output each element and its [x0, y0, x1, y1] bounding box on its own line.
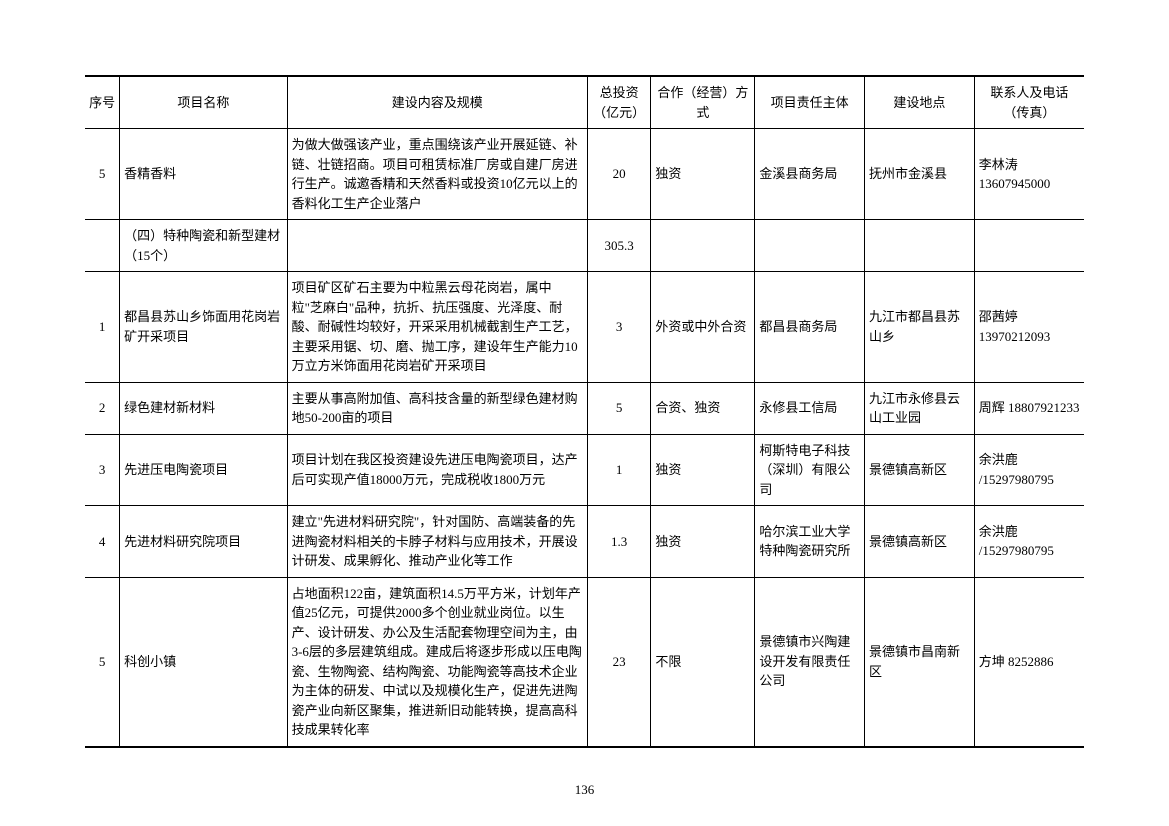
header-coop: 合作（经营）方式 [651, 76, 755, 129]
header-desc: 建设内容及规模 [287, 76, 587, 129]
cell-invest: 5 [587, 382, 651, 434]
cell-resp: 柯斯特电子科技（深圳）有限公司 [755, 434, 865, 506]
page-number: 136 [0, 782, 1169, 798]
cell-coop: 独资 [651, 434, 755, 506]
cell-name: 先进压电陶瓷项目 [120, 434, 287, 506]
cell-name: 绿色建材新材料 [120, 382, 287, 434]
header-name: 项目名称 [120, 76, 287, 129]
cell-desc: 为做大做强该产业，重点围绕该产业开展延链、补链、壮链招商。项目可租赁标准厂房或自… [287, 129, 587, 220]
table-row: 3先进压电陶瓷项目项目计划在我区投资建设先进压电陶瓷项目，达产后可实现产值180… [85, 434, 1084, 506]
header-invest: 总投资（亿元） [587, 76, 651, 129]
cell-seq [85, 220, 120, 272]
cell-contact [974, 220, 1084, 272]
cell-name: 香精香料 [120, 129, 287, 220]
cell-loc: 抚州市金溪县 [865, 129, 975, 220]
cell-resp: 永修县工信局 [755, 382, 865, 434]
cell-desc: 建立"先进材料研究院"，针对国防、高端装备的先进陶瓷材料相关的卡脖子材料与应用技… [287, 506, 587, 578]
table-row: 1都昌县苏山乡饰面用花岗岩矿开采项目项目矿区矿石主要为中粒黑云母花岗岩，属中粒"… [85, 272, 1084, 383]
cell-resp: 金溪县商务局 [755, 129, 865, 220]
cell-resp [755, 220, 865, 272]
cell-seq: 5 [85, 577, 120, 747]
cell-coop: 独资 [651, 129, 755, 220]
cell-invest: 20 [587, 129, 651, 220]
cell-contact: 余洪鹿 /15297980795 [974, 434, 1084, 506]
cell-loc: 景德镇市昌南新区 [865, 577, 975, 747]
cell-contact: 方坤 8252886 [974, 577, 1084, 747]
cell-seq: 2 [85, 382, 120, 434]
header-resp: 项目责任主体 [755, 76, 865, 129]
cell-name: 先进材料研究院项目 [120, 506, 287, 578]
cell-coop: 不限 [651, 577, 755, 747]
cell-loc: 景德镇高新区 [865, 506, 975, 578]
cell-coop: 独资 [651, 506, 755, 578]
cell-desc [287, 220, 587, 272]
project-table: 序号 项目名称 建设内容及规模 总投资（亿元） 合作（经营）方式 项目责任主体 … [85, 75, 1084, 748]
cell-name: 科创小镇 [120, 577, 287, 747]
cell-seq: 4 [85, 506, 120, 578]
table-header-row: 序号 项目名称 建设内容及规模 总投资（亿元） 合作（经营）方式 项目责任主体 … [85, 76, 1084, 129]
cell-contact: 周辉 18807921233 [974, 382, 1084, 434]
cell-invest: 1 [587, 434, 651, 506]
table-row: 5香精香料为做大做强该产业，重点围绕该产业开展延链、补链、壮链招商。项目可租赁标… [85, 129, 1084, 220]
cell-seq: 5 [85, 129, 120, 220]
cell-coop: 合资、独资 [651, 382, 755, 434]
cell-resp: 哈尔滨工业大学特种陶瓷研究所 [755, 506, 865, 578]
cell-invest: 305.3 [587, 220, 651, 272]
cell-coop: 外资或中外合资 [651, 272, 755, 383]
header-seq: 序号 [85, 76, 120, 129]
cell-desc: 主要从事高附加值、高科技含量的新型绿色建材购地50-200亩的项目 [287, 382, 587, 434]
table-row: 5科创小镇占地面积122亩，建筑面积14.5万平方米，计划年产值25亿元，可提供… [85, 577, 1084, 747]
cell-loc: 景德镇高新区 [865, 434, 975, 506]
cell-resp: 都昌县商务局 [755, 272, 865, 383]
cell-loc [865, 220, 975, 272]
cell-contact: 邵茜婷 13970212093 [974, 272, 1084, 383]
cell-invest: 1.3 [587, 506, 651, 578]
cell-desc: 项目矿区矿石主要为中粒黑云母花岗岩，属中粒"芝麻白"品种，抗折、抗压强度、光泽度… [287, 272, 587, 383]
table-body: 5香精香料为做大做强该产业，重点围绕该产业开展延链、补链、壮链招商。项目可租赁标… [85, 129, 1084, 747]
section-row: （四）特种陶瓷和新型建材（15个） 305.3 [85, 220, 1084, 272]
cell-desc: 占地面积122亩，建筑面积14.5万平方米，计划年产值25亿元，可提供2000多… [287, 577, 587, 747]
cell-seq: 3 [85, 434, 120, 506]
cell-contact: 李林涛 13607945000 [974, 129, 1084, 220]
cell-name: （四）特种陶瓷和新型建材（15个） [120, 220, 287, 272]
cell-name: 都昌县苏山乡饰面用花岗岩矿开采项目 [120, 272, 287, 383]
table-row: 2绿色建材新材料主要从事高附加值、高科技含量的新型绿色建材购地50-200亩的项… [85, 382, 1084, 434]
cell-invest: 3 [587, 272, 651, 383]
cell-contact: 余洪鹿 /15297980795 [974, 506, 1084, 578]
cell-seq: 1 [85, 272, 120, 383]
header-loc: 建设地点 [865, 76, 975, 129]
table-row: 4先进材料研究院项目建立"先进材料研究院"，针对国防、高端装备的先进陶瓷材料相关… [85, 506, 1084, 578]
cell-coop [651, 220, 755, 272]
cell-invest: 23 [587, 577, 651, 747]
cell-desc: 项目计划在我区投资建设先进压电陶瓷项目，达产后可实现产值18000万元，完成税收… [287, 434, 587, 506]
cell-loc: 九江市都昌县苏山乡 [865, 272, 975, 383]
cell-loc: 九江市永修县云山工业园 [865, 382, 975, 434]
cell-resp: 景德镇市兴陶建设开发有限责任公司 [755, 577, 865, 747]
header-contact: 联系人及电话（传真） [974, 76, 1084, 129]
